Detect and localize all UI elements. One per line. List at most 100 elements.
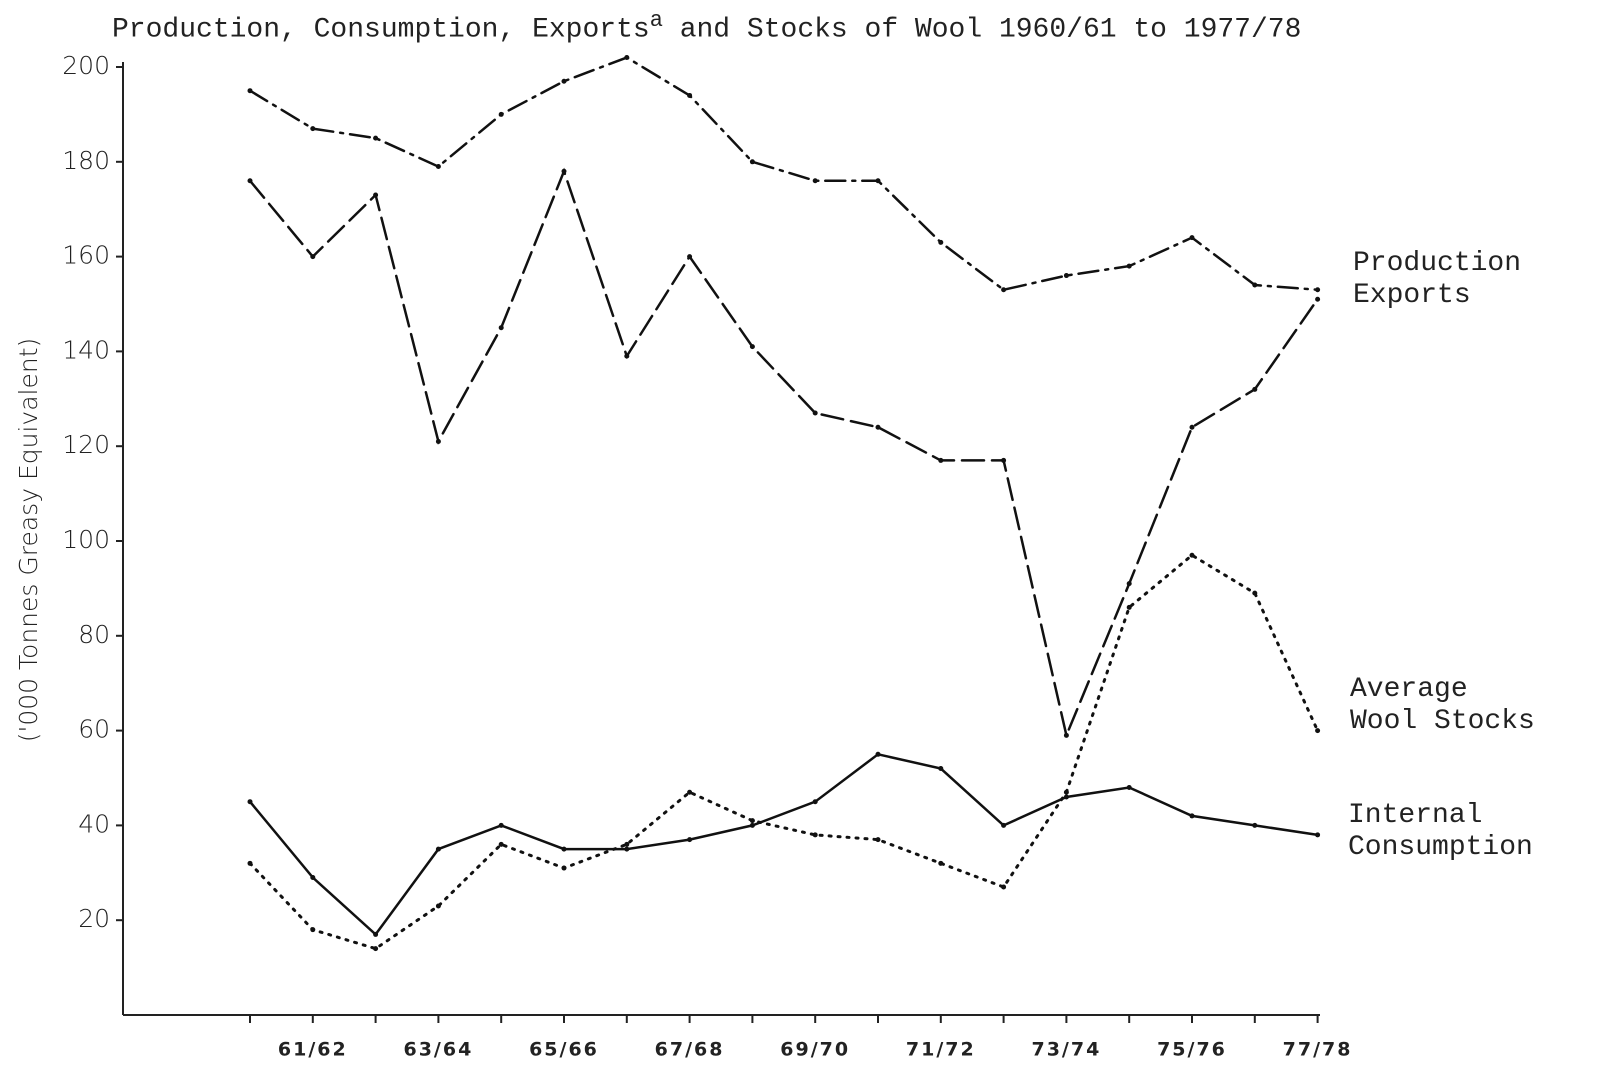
point (1315, 728, 1321, 734)
point (1063, 789, 1069, 795)
legend-label: Average Wool Stocks (1350, 674, 1535, 737)
point (875, 751, 881, 757)
series-line (248, 752, 1319, 937)
point (687, 254, 693, 260)
legend-label: Internal Consumption (1348, 800, 1533, 863)
point (875, 178, 881, 184)
point (310, 927, 316, 933)
point (1189, 424, 1195, 430)
point (687, 837, 693, 843)
x-tick-label: 75/76 (1157, 1039, 1227, 1061)
point (749, 818, 755, 824)
point (310, 875, 316, 881)
point (1126, 581, 1132, 587)
y-axis-label: ('000 Tonnes Greasy Equivalent) (14, 338, 43, 743)
point (1001, 884, 1007, 890)
point (310, 254, 316, 260)
point (561, 78, 567, 84)
point (247, 178, 253, 184)
y-tick-label: 20 (78, 904, 110, 933)
point (435, 903, 441, 909)
x-tick-label: 65/66 (529, 1039, 599, 1061)
point (247, 860, 253, 866)
point (749, 159, 755, 165)
point (1315, 287, 1321, 293)
title-text-end: and Stocks of Wool 1960/61 to 1977/78 (662, 14, 1302, 46)
y-tick-label: 40 (78, 809, 110, 838)
title-text: Production, Consumption, Exports (112, 14, 650, 46)
point (498, 111, 504, 117)
y-tick-label: 120 (62, 430, 110, 459)
point (938, 766, 944, 772)
point (938, 239, 944, 245)
point (310, 126, 316, 132)
point (498, 325, 504, 331)
point (498, 841, 504, 847)
y-tick-label: 100 (62, 525, 110, 554)
point (1252, 590, 1258, 596)
point (1252, 282, 1258, 288)
point (498, 822, 504, 828)
point (1126, 604, 1132, 610)
series-line (248, 56, 1319, 292)
point (938, 860, 944, 866)
point (1001, 457, 1007, 463)
point (1063, 273, 1069, 279)
point (624, 841, 630, 847)
point (687, 92, 693, 98)
point (1063, 794, 1069, 800)
point (561, 865, 567, 871)
point (373, 946, 379, 952)
y-tick-label: 200 (62, 51, 110, 80)
x-tick-label: 69/70 (780, 1039, 850, 1061)
point (812, 410, 818, 416)
x-tick-label: 77/78 (1283, 1039, 1353, 1061)
point (812, 178, 818, 184)
point (1001, 822, 1007, 828)
point (1189, 235, 1195, 241)
point (247, 799, 253, 805)
point (1252, 386, 1258, 392)
y-tick-label: 60 (78, 715, 110, 744)
point (1126, 784, 1132, 790)
point (1315, 832, 1321, 838)
point (373, 135, 379, 141)
point (812, 832, 818, 838)
point (1063, 732, 1069, 738)
legend-label: Production (1353, 248, 1522, 279)
point (561, 168, 567, 174)
point (875, 837, 881, 843)
point (875, 424, 881, 430)
legend-label: Exports (1353, 280, 1471, 311)
point (1001, 287, 1007, 293)
point (1126, 263, 1132, 269)
x-tick-label: 73/74 (1031, 1039, 1101, 1061)
y-tick-label: 140 (62, 335, 110, 364)
point (624, 846, 630, 852)
point (373, 192, 379, 198)
x-tick-label: 63/64 (403, 1039, 473, 1061)
point (373, 931, 379, 937)
point (812, 799, 818, 805)
series-line (248, 167, 1319, 740)
y-tick-label: 160 (62, 241, 110, 270)
x-tick-label: 67/68 (655, 1039, 725, 1061)
x-tick-label: 61/62 (278, 1039, 348, 1061)
point (749, 344, 755, 350)
y-tick-label: 180 (62, 146, 110, 175)
point (687, 789, 693, 795)
chart-title: Production, Consumption, Exportsa and St… (112, 8, 1301, 45)
series-line (248, 553, 1320, 951)
x-tick-label: 71/72 (906, 1039, 976, 1061)
point (435, 438, 441, 444)
point (624, 353, 630, 359)
point (1189, 813, 1195, 819)
point (561, 846, 567, 852)
point (435, 846, 441, 852)
point (247, 88, 253, 94)
point (749, 822, 755, 828)
point (1189, 552, 1195, 558)
point (1252, 822, 1258, 828)
